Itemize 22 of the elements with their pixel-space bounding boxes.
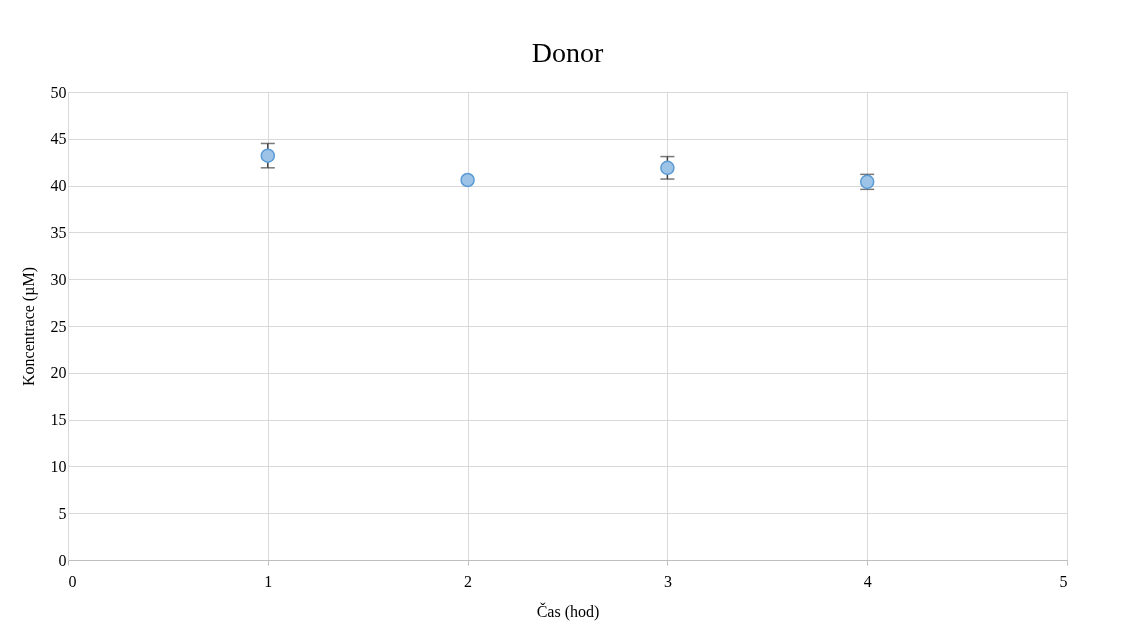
y-tick-label: 25 — [50, 317, 67, 335]
y-tick-label: 10 — [50, 457, 67, 475]
y-tick-label: 35 — [50, 223, 67, 241]
y-tick-label: 5 — [58, 504, 67, 522]
y-tick-label: 20 — [50, 364, 67, 382]
y-tick-label: 40 — [50, 177, 67, 195]
y-tick-label: 30 — [50, 270, 67, 288]
y-axis-title: Koncentrace (µM) — [19, 267, 38, 386]
y-tick-label: 0 — [58, 551, 67, 569]
x-tick-label: 1 — [264, 572, 273, 590]
chart-title: Donor — [531, 37, 604, 68]
x-tick-label: 2 — [464, 572, 473, 590]
y-tick-label: 15 — [50, 411, 67, 429]
x-axis-title: Čas (hod) — [536, 601, 600, 621]
point — [460, 172, 475, 188]
point — [260, 148, 276, 163]
y-tick-label: 50 — [50, 83, 67, 101]
x-tick-label: 3 — [663, 572, 672, 590]
point — [660, 160, 675, 176]
x-tick-label: 4 — [863, 572, 872, 590]
x-tick-label: 5 — [1059, 572, 1068, 590]
y-tick-label: 45 — [50, 130, 67, 148]
